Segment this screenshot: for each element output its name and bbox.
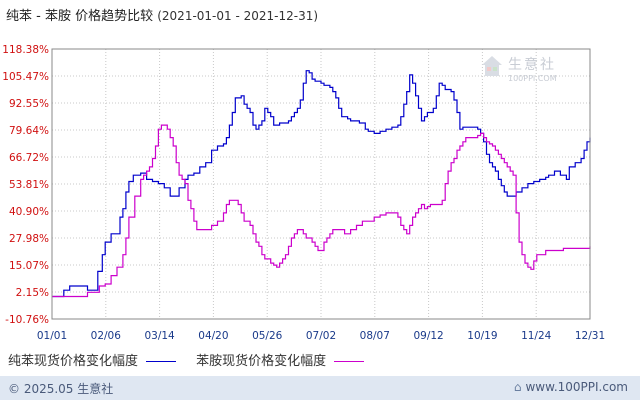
x-tick-label: 05/26 xyxy=(252,330,283,342)
watermark-name: 生意社 xyxy=(508,57,556,73)
axes xyxy=(51,48,591,320)
y-tick-label: 40.90% xyxy=(9,206,49,218)
x-tick-label: 02/06 xyxy=(91,330,122,342)
legend: 纯苯现货价格变化幅度 苯胺现货价格变化幅度 xyxy=(8,350,380,369)
legend-swatch-benzene xyxy=(146,361,177,362)
x-tick-label: 08/07 xyxy=(360,330,390,342)
footer-site[interactable]: ⌂ www.100PPI.com xyxy=(514,380,628,394)
footer-bar: © 2025.05 生意社 ⌂ www.100PPI.com xyxy=(0,376,640,400)
y-tick-labels: 118.38% 105.47% 92.55% 79.64% 66.72% 53.81% 40… xyxy=(2,44,49,326)
y-tick-label: 53.81% xyxy=(9,179,49,191)
footer-logo-icon: ⌂ xyxy=(513,380,522,394)
y-tick-label: 105.47% xyxy=(2,71,49,83)
x-tick-label: 03/14 xyxy=(144,330,175,342)
y-tick-label: 27.98% xyxy=(9,233,49,245)
x-tick-label: 12/31 xyxy=(575,330,605,342)
series-line-aniline xyxy=(52,124,591,298)
plot-frame xyxy=(51,48,591,320)
legend-item-aniline: 苯胺现货价格变化幅度 xyxy=(196,350,365,369)
legend-item-benzene: 纯苯现货价格变化幅度 xyxy=(8,350,177,369)
x-tick-labels: 01/01 02/06 03/14 04/20 05/26 07/02 08/07 09/12… xyxy=(37,330,605,342)
y-tick-label: 66.72% xyxy=(9,152,49,164)
footer-copyright: © 2025.05 生意社 xyxy=(8,382,114,396)
x-tick-label: 11/24 xyxy=(521,330,552,342)
y-tick-label: 79.64% xyxy=(9,125,49,137)
y-tick-label: 92.55% xyxy=(9,98,49,110)
chart-title-range: (2021-01-01 - 2021-12-31) xyxy=(157,9,319,23)
x-tick-label: 10/19 xyxy=(467,330,497,342)
watermark: 生意社 100PPI.COM xyxy=(480,52,580,92)
x-tick-label: 07/02 xyxy=(306,330,336,342)
y-tick-label: 15.07% xyxy=(9,260,49,272)
y-tick-label: 118.38% xyxy=(2,44,49,56)
watermark-site: 100PPI.COM xyxy=(508,74,557,83)
chart-title-main: 纯苯 - 苯胺 价格趋势比较 xyxy=(6,9,154,24)
chart-title: 纯苯 - 苯胺 价格趋势比较 (2021-01-01 - 2021-12-31) xyxy=(6,5,318,24)
series-line-benzene xyxy=(52,70,591,298)
legend-swatch-aniline xyxy=(334,361,365,362)
x-tick-label: 04/20 xyxy=(198,330,228,342)
legend-label-benzene: 纯苯现货价格变化幅度 xyxy=(8,354,139,369)
series-lines xyxy=(52,70,591,298)
x-tick-label: 01/01 xyxy=(37,330,67,342)
y-tick-label: 2.15% xyxy=(16,287,49,299)
legend-label-aniline: 苯胺现货价格变化幅度 xyxy=(196,354,327,369)
y-tick-label: -10.76% xyxy=(5,314,49,326)
footer-site-link[interactable]: www.100PPI.com xyxy=(525,380,628,394)
x-tick-label: 09/12 xyxy=(413,330,443,342)
house-logo-icon xyxy=(482,56,502,76)
